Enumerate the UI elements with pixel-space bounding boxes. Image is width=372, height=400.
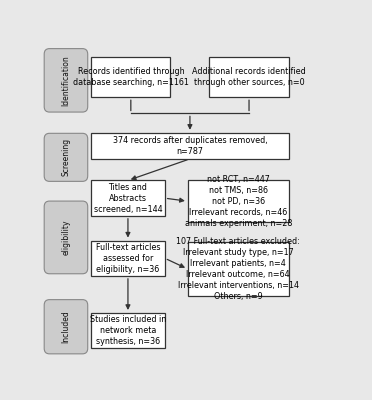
FancyBboxPatch shape	[91, 180, 165, 216]
FancyBboxPatch shape	[44, 49, 88, 112]
FancyBboxPatch shape	[91, 240, 165, 276]
Text: 107 Full-text articles excluded:
Irrelevant study type, n=17
Irrelevant patients: 107 Full-text articles excluded: Irrelev…	[176, 237, 300, 301]
Text: Full-text articles
assessed for
eligibility, n=36: Full-text articles assessed for eligibil…	[96, 243, 160, 274]
Text: Included: Included	[61, 310, 70, 343]
FancyBboxPatch shape	[188, 242, 289, 296]
Text: Additional records identified
through other sources, n=0: Additional records identified through ot…	[192, 67, 306, 87]
FancyBboxPatch shape	[188, 180, 289, 222]
FancyBboxPatch shape	[91, 57, 170, 97]
FancyBboxPatch shape	[91, 313, 165, 348]
Text: Titles and
Abstracts
screened, n=144: Titles and Abstracts screened, n=144	[94, 182, 162, 214]
FancyBboxPatch shape	[209, 57, 289, 97]
Text: Identification: Identification	[61, 55, 70, 106]
FancyBboxPatch shape	[44, 133, 88, 181]
Text: not RCT, n=447
not TMS, n=86
not PD, n=36
Irrelevant records, n=46
animals exper: not RCT, n=447 not TMS, n=86 not PD, n=3…	[185, 174, 292, 228]
FancyBboxPatch shape	[91, 133, 289, 159]
Text: 374 records after duplicates removed,
n=787: 374 records after duplicates removed, n=…	[113, 136, 267, 156]
Text: eligibility: eligibility	[61, 220, 70, 255]
FancyBboxPatch shape	[44, 300, 88, 354]
Text: Records identified through
database searching, n=1161: Records identified through database sear…	[73, 67, 189, 87]
FancyBboxPatch shape	[44, 201, 88, 274]
Text: Studies included in
network meta
synthesis, n=36: Studies included in network meta synthes…	[90, 315, 166, 346]
Text: Screening: Screening	[61, 138, 70, 176]
